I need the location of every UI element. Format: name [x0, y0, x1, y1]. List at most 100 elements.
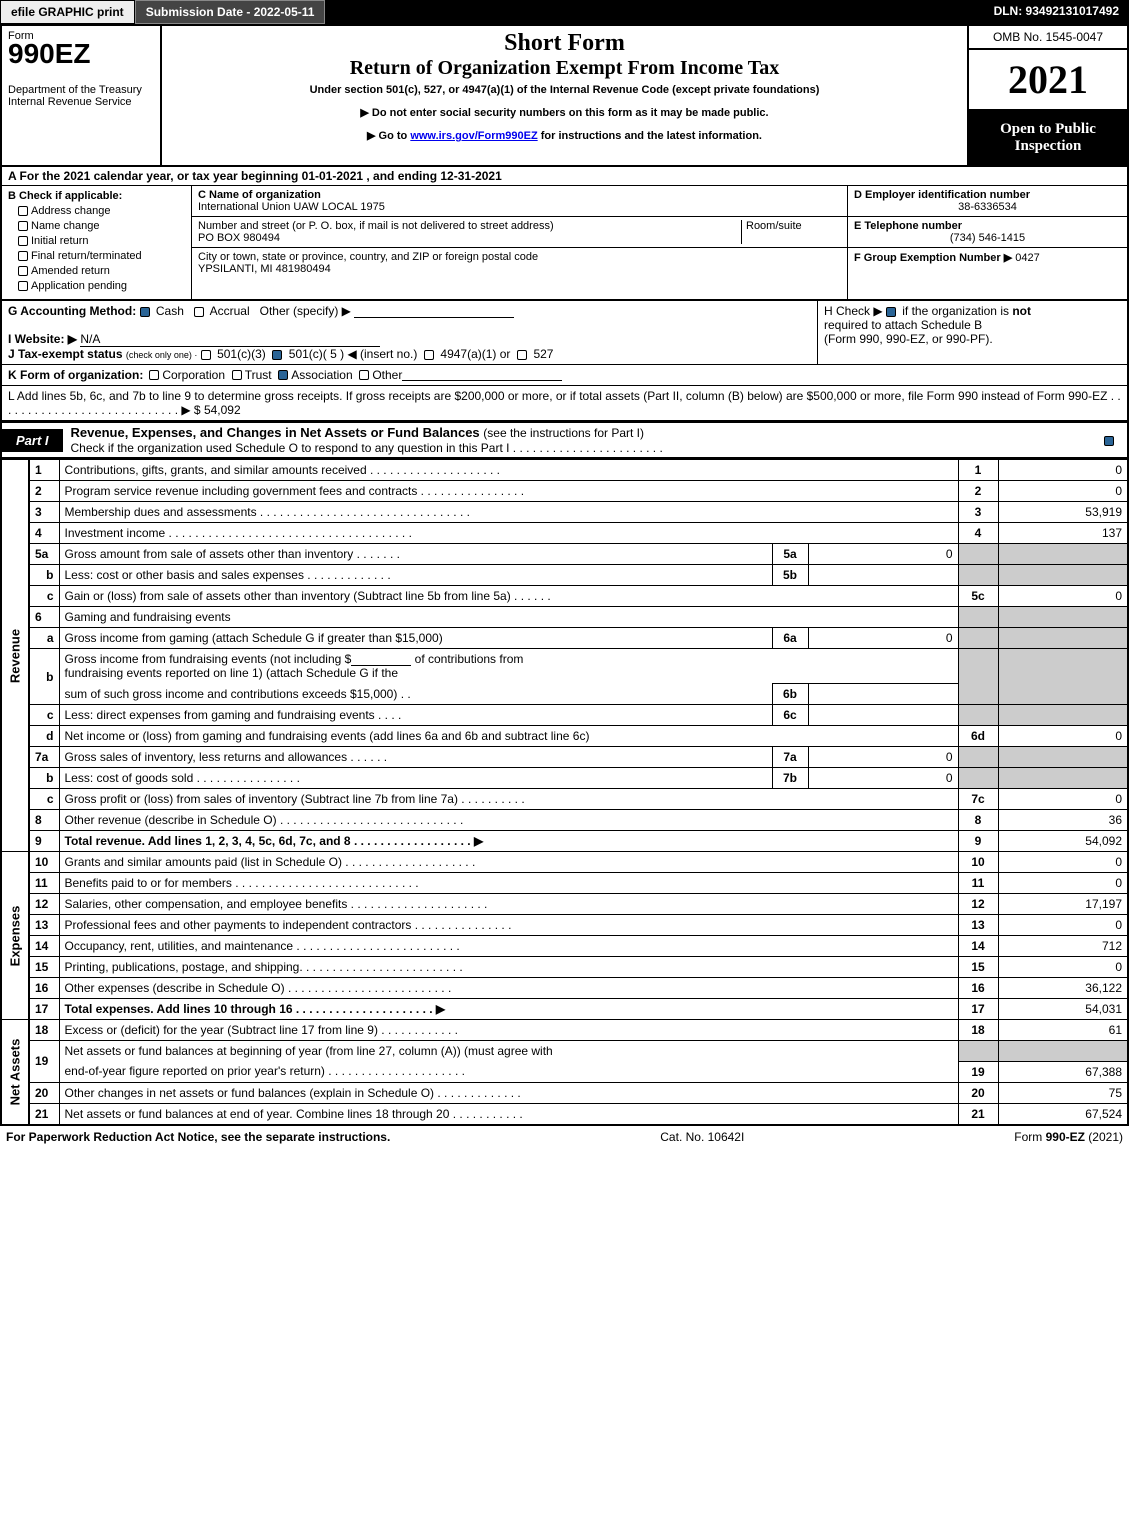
fundraising-contrib-input[interactable] — [351, 654, 411, 666]
section-d-e-f: D Employer identification number 38-6336… — [847, 186, 1127, 299]
checkbox-accrual[interactable] — [194, 307, 204, 317]
side-revenue: Revenue — [1, 460, 29, 852]
checkbox-other-org[interactable] — [359, 370, 369, 380]
ein-value: 38-6336534 — [854, 201, 1121, 213]
group-exemption-row: F Group Exemption Number ▶ 0427 — [848, 248, 1127, 267]
checkbox-final-return[interactable]: Final return/terminated — [18, 250, 185, 262]
h-line3: (Form 990, 990-EZ, or 990-PF). — [824, 332, 993, 346]
header-center: Short Form Return of Organization Exempt… — [162, 26, 967, 165]
bullet-2-pre: ▶ Go to — [367, 130, 410, 142]
room-suite-label: Room/suite — [741, 220, 841, 244]
entity-block: B Check if applicable: Address change Na… — [0, 186, 1129, 301]
part-1-tab: Part I — [2, 429, 63, 452]
checkbox-4947a1[interactable] — [424, 350, 434, 360]
amt-21: 67,524 — [998, 1103, 1128, 1125]
checkbox-name-change[interactable]: Name change — [18, 220, 185, 232]
header-left: Form 990EZ Department of the Treasury In… — [2, 26, 162, 165]
city-label: City or town, state or province, country… — [198, 251, 538, 263]
amt-6d: 0 — [998, 726, 1128, 747]
street-value: PO BOX 980494 — [198, 232, 741, 244]
checkbox-application-pending[interactable]: Application pending — [18, 280, 185, 292]
other-specify-input[interactable] — [354, 306, 514, 318]
efile-print-button[interactable]: efile GRAPHIC print — [0, 0, 135, 24]
checkbox-address-change[interactable]: Address change — [18, 205, 185, 217]
section-c: C Name of organization International Uni… — [192, 186, 847, 299]
j-label: J Tax-exempt status — [8, 347, 123, 361]
amt-20: 75 — [998, 1082, 1128, 1103]
c-label: C Name of organization — [198, 189, 321, 201]
h-line2: required to attach Schedule B — [824, 318, 982, 332]
footer-right: Form 990-EZ (2021) — [1014, 1130, 1123, 1144]
city-row: City or town, state or province, country… — [192, 248, 847, 299]
city-value: YPSILANTI, MI 481980494 — [198, 263, 538, 275]
form-number: 990EZ — [8, 38, 154, 70]
other-org-input[interactable] — [402, 369, 562, 381]
amt-5a: 0 — [808, 544, 958, 565]
phone-value: (734) 546-1415 — [854, 232, 1121, 244]
h-line1-pre: H Check ▶ — [824, 304, 886, 318]
g-label: G Accounting Method: — [8, 304, 136, 318]
part-1-header: Part I Revenue, Expenses, and Changes in… — [0, 422, 1129, 459]
amt-12: 17,197 — [998, 894, 1128, 915]
street-label: Number and street (or P. O. box, if mail… — [198, 220, 554, 232]
catalog-number: Cat. No. 10642I — [390, 1130, 1014, 1144]
checkbox-501c[interactable] — [272, 350, 282, 360]
street-row: Number and street (or P. O. box, if mail… — [192, 217, 847, 248]
bullet-1: ▶ Do not enter social security numbers o… — [166, 106, 963, 119]
amt-7a: 0 — [808, 747, 958, 768]
checkbox-cash[interactable] — [140, 307, 150, 317]
amt-8: 36 — [998, 810, 1128, 831]
checkbox-initial-return[interactable]: Initial return — [18, 235, 185, 247]
footer: For Paperwork Reduction Act Notice, see … — [0, 1126, 1129, 1148]
e-label: E Telephone number — [854, 220, 962, 232]
l-amount: 54,092 — [204, 403, 241, 417]
part-1-checkbox[interactable] — [1094, 433, 1127, 447]
b-header: B Check if applicable: — [8, 190, 185, 202]
main-title: Return of Organization Exempt From Incom… — [166, 57, 963, 80]
ein-row: D Employer identification number 38-6336… — [848, 186, 1127, 217]
dln-label: DLN: 93492131017492 — [984, 0, 1129, 24]
irs-link[interactable]: www.irs.gov/Form990EZ — [410, 130, 537, 142]
checkbox-527[interactable] — [517, 350, 527, 360]
amt-3: 53,919 — [998, 502, 1128, 523]
amt-19: 67,388 — [998, 1061, 1128, 1082]
part-1-title: Revenue, Expenses, and Changes in Net As… — [63, 423, 1094, 457]
tax-year: 2021 — [969, 50, 1127, 111]
amt-2: 0 — [998, 481, 1128, 502]
amt-18: 61 — [998, 1020, 1128, 1041]
amt-5c: 0 — [998, 586, 1128, 607]
topbar: efile GRAPHIC print Submission Date - 20… — [0, 0, 1129, 24]
amt-7c: 0 — [998, 789, 1128, 810]
line-a: A For the 2021 calendar year, or tax yea… — [0, 167, 1129, 186]
amt-5b — [808, 565, 958, 586]
line-l: L Add lines 5b, 6c, and 7b to line 9 to … — [0, 386, 1129, 422]
checkbox-501c3[interactable] — [201, 350, 211, 360]
website-value: N/A — [80, 332, 380, 347]
group-exemption-value: 0427 — [1015, 252, 1039, 264]
phone-row: E Telephone number (734) 546-1415 — [848, 217, 1127, 248]
short-form-title: Short Form — [166, 30, 963, 57]
checkbox-schedule-b-not-required[interactable] — [886, 307, 896, 317]
checkbox-association[interactable] — [278, 370, 288, 380]
amt-13: 0 — [998, 915, 1128, 936]
k-label: K Form of organization: — [8, 368, 143, 382]
part-1-table: Revenue 1 Contributions, gifts, grants, … — [0, 459, 1129, 1126]
amt-11: 0 — [998, 873, 1128, 894]
amt-6b — [808, 684, 958, 705]
part-1-sub: Check if the organization used Schedule … — [71, 441, 663, 455]
checkbox-trust[interactable] — [232, 370, 242, 380]
section-h: H Check ▶ if the organization is not req… — [817, 301, 1127, 364]
section-b: B Check if applicable: Address change Na… — [2, 186, 192, 299]
omb-number: OMB No. 1545-0047 — [969, 26, 1127, 50]
bullet-2: ▶ Go to www.irs.gov/Form990EZ for instru… — [166, 129, 963, 142]
h-line1-post: if the organization is — [899, 304, 1012, 318]
i-label: I Website: ▶ — [8, 332, 77, 346]
amt-17: 54,031 — [998, 999, 1128, 1020]
checkbox-amended-return[interactable]: Amended return — [18, 265, 185, 277]
j-note: (check only one) · — [126, 350, 198, 360]
checkbox-corporation[interactable] — [149, 370, 159, 380]
header-right: OMB No. 1545-0047 2021 Open to Public In… — [967, 26, 1127, 165]
amt-6a: 0 — [808, 628, 958, 649]
amt-7b: 0 — [808, 768, 958, 789]
amt-15: 0 — [998, 957, 1128, 978]
